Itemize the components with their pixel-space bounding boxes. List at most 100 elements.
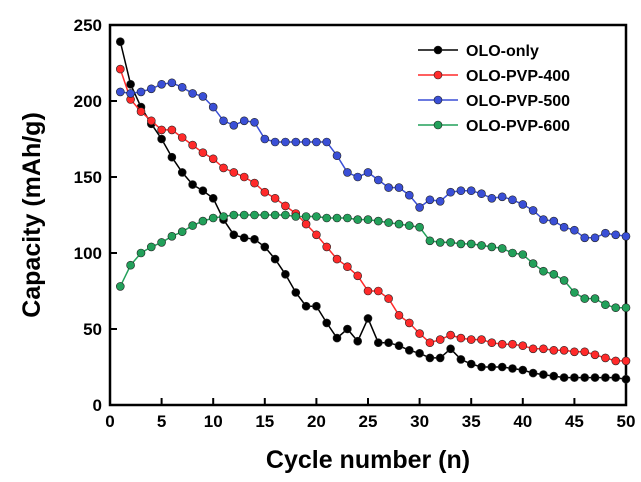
data-point — [518, 200, 528, 209]
data-point — [487, 338, 497, 348]
data-point — [239, 116, 249, 126]
data-point — [363, 168, 373, 177]
data-point — [126, 89, 135, 98]
data-point — [611, 373, 621, 382]
data-point — [291, 137, 301, 147]
data-point — [518, 341, 528, 351]
data-point — [301, 212, 311, 221]
data-point — [157, 125, 166, 135]
y-tick-label: 250 — [74, 16, 102, 35]
data-point — [167, 152, 177, 162]
data-point — [260, 210, 270, 220]
data-point — [580, 233, 590, 243]
data-point — [229, 230, 239, 240]
data-point — [456, 239, 466, 249]
data-point — [250, 178, 259, 188]
data-point — [425, 195, 435, 205]
data-point — [322, 137, 332, 147]
data-point — [508, 248, 517, 258]
data-point — [601, 300, 610, 310]
legend: OLO-only OLO-PVP-400 OLO-PVP-500 OLO-PVP-60… — [418, 43, 570, 135]
data-point — [446, 238, 455, 247]
data-point — [466, 186, 476, 195]
data-point — [177, 83, 187, 92]
x-tick-label: 15 — [255, 412, 274, 431]
data-point — [497, 362, 507, 372]
data-point — [281, 137, 290, 147]
data-point — [239, 233, 249, 243]
data-point — [239, 172, 249, 182]
legend-entry: OLO-only — [418, 43, 539, 60]
data-point — [456, 186, 466, 195]
legend-marker — [433, 95, 443, 105]
data-point — [570, 225, 579, 235]
data-point — [208, 102, 218, 112]
data-point — [590, 294, 600, 303]
data-point — [487, 242, 497, 252]
data-point — [425, 353, 435, 363]
data-point — [188, 180, 197, 189]
y-tick-label: 100 — [74, 244, 102, 263]
data-point — [373, 216, 383, 226]
data-point — [353, 271, 363, 281]
data-point — [621, 374, 631, 384]
data-point — [580, 294, 590, 303]
data-point — [157, 134, 166, 144]
legend-marker — [433, 120, 443, 130]
legend-label: OLO-PVP-500 — [466, 93, 570, 110]
data-point — [446, 344, 455, 354]
data-point — [260, 242, 270, 252]
series-layer — [116, 37, 631, 384]
data-point — [601, 353, 610, 363]
data-point — [539, 266, 548, 276]
data-point — [497, 192, 507, 202]
data-point — [301, 219, 311, 229]
y-tick-label: 150 — [74, 168, 102, 187]
data-point — [167, 78, 177, 88]
data-point — [590, 373, 600, 382]
data-point — [559, 276, 569, 285]
data-point — [539, 215, 548, 224]
data-point — [363, 314, 373, 323]
data-point — [394, 219, 404, 229]
data-point — [477, 335, 486, 344]
data-point — [466, 335, 476, 344]
data-point — [157, 238, 166, 247]
data-point — [147, 242, 156, 252]
x-tick-label: 0 — [105, 412, 114, 431]
data-point — [539, 344, 548, 354]
data-point — [126, 260, 135, 270]
data-point — [167, 125, 177, 135]
data-point — [497, 339, 507, 349]
data-point — [590, 233, 600, 243]
data-point — [497, 244, 507, 253]
legend-marker — [433, 70, 443, 80]
data-point — [415, 348, 424, 358]
data-point — [456, 333, 466, 343]
data-point — [126, 80, 135, 89]
data-point — [477, 241, 486, 250]
data-point — [343, 324, 352, 334]
data-point — [384, 338, 393, 348]
data-point — [394, 341, 404, 351]
data-point — [157, 80, 166, 89]
data-point — [528, 368, 538, 378]
x-tick-label: 40 — [513, 412, 532, 431]
data-point — [270, 194, 280, 203]
data-point — [415, 329, 424, 338]
x-tick-label: 25 — [359, 412, 378, 431]
data-point — [177, 133, 187, 142]
data-point — [435, 335, 445, 344]
data-point — [188, 140, 197, 150]
data-point — [518, 365, 528, 375]
data-point — [136, 107, 146, 116]
data-point — [270, 210, 280, 220]
data-point — [353, 172, 363, 182]
legend-entry: OLO-PVP-400 — [418, 68, 570, 85]
x-tick-label: 45 — [565, 412, 584, 431]
data-point — [601, 228, 610, 238]
data-point — [590, 350, 600, 360]
data-point — [177, 227, 187, 236]
